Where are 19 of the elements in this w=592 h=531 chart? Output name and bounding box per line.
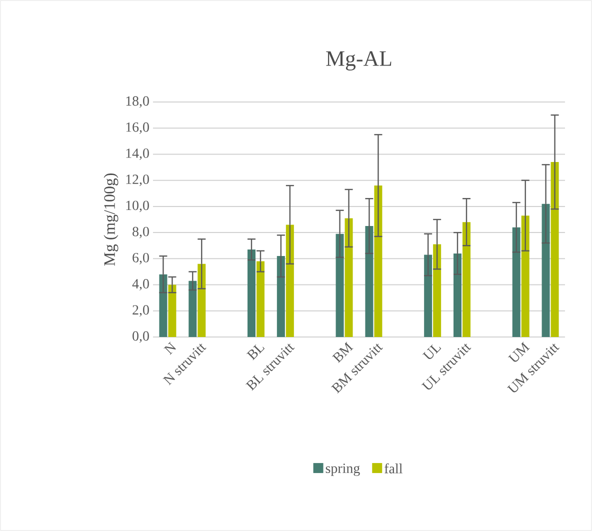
y-tick-label: 10,0 <box>126 200 149 212</box>
y-tick-label: 12,0 <box>126 174 149 186</box>
y-tick-label: 4,0 <box>132 279 149 290</box>
x-tick-label: BL <box>246 344 265 360</box>
x-tick-label: UM <box>508 342 530 362</box>
legend-label: spring <box>326 464 360 476</box>
x-tick-label: UL <box>422 344 442 359</box>
y-tick-label: 2,0 <box>132 305 149 317</box>
y-tick-label: 0,0 <box>132 331 149 343</box>
x-tick-label: N <box>164 342 176 355</box>
chart-title: Mg-AL <box>326 51 392 71</box>
x-tick-label: BM <box>332 342 354 364</box>
y-tick-label: 8,0 <box>132 226 149 238</box>
y-tick-label: 18,0 <box>126 96 149 108</box>
legend-label: fall <box>384 463 402 474</box>
y-axis-title: Mg (mg/100g) <box>104 173 118 266</box>
y-tick-label: 14,0 <box>126 148 149 160</box>
y-tick-label: 16,0 <box>126 122 149 134</box>
y-tick-label: 6,0 <box>132 252 149 264</box>
